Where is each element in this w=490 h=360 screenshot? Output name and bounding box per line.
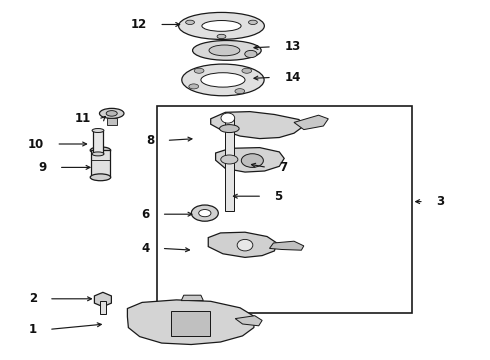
- Text: 6: 6: [141, 208, 149, 221]
- Ellipse shape: [199, 210, 211, 217]
- Polygon shape: [127, 300, 255, 345]
- Circle shape: [237, 239, 253, 251]
- Ellipse shape: [242, 68, 252, 73]
- Text: 10: 10: [28, 138, 44, 150]
- Text: 4: 4: [141, 242, 149, 255]
- Ellipse shape: [221, 155, 238, 164]
- Ellipse shape: [90, 147, 111, 154]
- Ellipse shape: [245, 50, 257, 58]
- Text: 14: 14: [284, 71, 300, 84]
- Ellipse shape: [90, 174, 111, 181]
- Ellipse shape: [235, 89, 245, 94]
- Polygon shape: [181, 295, 203, 301]
- Ellipse shape: [220, 125, 239, 132]
- Polygon shape: [107, 118, 117, 125]
- Ellipse shape: [209, 45, 240, 56]
- Text: 5: 5: [274, 190, 283, 203]
- Ellipse shape: [92, 152, 104, 156]
- Ellipse shape: [201, 73, 245, 87]
- Polygon shape: [208, 232, 277, 257]
- Ellipse shape: [99, 108, 124, 118]
- Polygon shape: [270, 241, 304, 250]
- Bar: [91, 150, 110, 177]
- Ellipse shape: [217, 34, 226, 39]
- Ellipse shape: [194, 68, 204, 73]
- Ellipse shape: [106, 111, 117, 116]
- Ellipse shape: [191, 205, 219, 221]
- Bar: [93, 131, 103, 154]
- Text: 13: 13: [284, 40, 300, 53]
- Text: 8: 8: [146, 134, 154, 147]
- Text: 7: 7: [279, 161, 288, 174]
- Ellipse shape: [189, 84, 198, 89]
- Bar: [171, 311, 210, 336]
- Ellipse shape: [178, 12, 265, 39]
- Polygon shape: [216, 148, 284, 172]
- Ellipse shape: [241, 154, 264, 167]
- Text: 12: 12: [131, 18, 147, 31]
- Ellipse shape: [193, 40, 261, 60]
- Bar: [100, 301, 106, 314]
- Text: 11: 11: [74, 112, 91, 125]
- Polygon shape: [95, 292, 111, 307]
- Bar: [157, 106, 412, 313]
- Polygon shape: [294, 115, 328, 130]
- Ellipse shape: [92, 129, 104, 132]
- Text: 1: 1: [28, 323, 37, 336]
- Polygon shape: [235, 316, 262, 326]
- Text: 2: 2: [28, 292, 37, 305]
- Ellipse shape: [202, 21, 241, 31]
- Circle shape: [221, 113, 235, 123]
- Ellipse shape: [186, 20, 195, 24]
- Ellipse shape: [182, 64, 264, 96]
- Ellipse shape: [248, 20, 257, 24]
- Text: 9: 9: [38, 161, 47, 174]
- Text: 3: 3: [436, 195, 444, 208]
- Polygon shape: [211, 112, 304, 139]
- Bar: [225, 117, 234, 211]
